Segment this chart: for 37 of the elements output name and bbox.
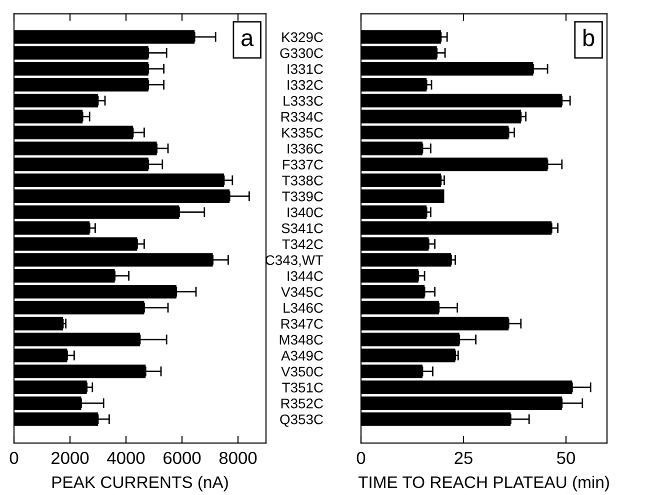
y-tick-label: K329C bbox=[282, 32, 323, 42]
x-tick-label: 0 bbox=[10, 452, 18, 464]
y-tick-label: I340C bbox=[288, 207, 323, 218]
annotation: a bbox=[242, 33, 254, 46]
x-tick-label: 25 bbox=[454, 452, 472, 464]
annotation: b bbox=[584, 28, 594, 46]
y-tick-label: L333C bbox=[284, 96, 323, 106]
x-tick-label: 8000 bbox=[219, 452, 257, 464]
y-tick-label: R347C bbox=[281, 318, 323, 329]
y-tick-label: S341C bbox=[282, 223, 323, 234]
x-tick-label: 2000 bbox=[52, 452, 89, 464]
y-tick-label: T351C bbox=[282, 382, 323, 392]
y-tick-label: L346C bbox=[284, 303, 323, 313]
y-tick-label: R334C bbox=[281, 112, 323, 122]
y-tick-label: I344C bbox=[288, 271, 323, 281]
y-tick-label: V345C bbox=[281, 287, 323, 297]
y-tick-label: G330C bbox=[280, 48, 323, 58]
y-tick-label: R352C bbox=[281, 398, 323, 408]
y-tick-label: F337C bbox=[282, 160, 323, 170]
y-tick-label: T338C bbox=[282, 176, 323, 186]
y-tick-label: Q353C bbox=[280, 414, 323, 427]
y-tick-label: I332C bbox=[288, 80, 323, 90]
y-tick-label: I331C bbox=[288, 64, 323, 74]
y-tick-label: C343,WT bbox=[266, 255, 324, 267]
x-tick-label: 0 bbox=[356, 452, 366, 464]
x-tick-label: 6000 bbox=[164, 452, 201, 464]
x-axis-title: TIME TO REACH PLATEAU (min) bbox=[358, 476, 609, 492]
y-tick-label: T339C bbox=[282, 192, 323, 202]
y-tick-label: M348C bbox=[280, 334, 323, 345]
y-tick-label: I336C bbox=[288, 144, 323, 154]
y-tick-label: V350C bbox=[281, 366, 323, 377]
x-tick-label: 4000 bbox=[107, 452, 145, 464]
x-axis-title: PEAK CURRENTS (nA) bbox=[52, 476, 228, 492]
y-tick-label: A349C bbox=[281, 350, 323, 361]
y-tick-label: K335C bbox=[282, 128, 323, 138]
x-tick-label: 50 bbox=[557, 452, 575, 464]
y-tick-label: T342C bbox=[282, 239, 323, 250]
